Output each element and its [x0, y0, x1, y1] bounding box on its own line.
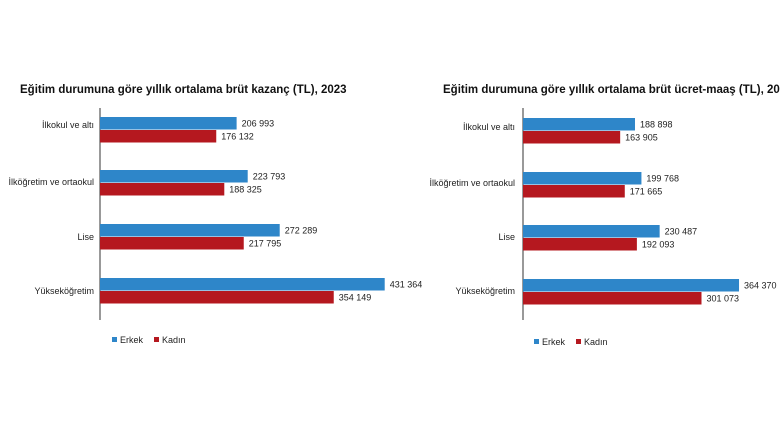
legend-swatch-kadin: [576, 339, 581, 344]
category-label: Yükseköğretim: [34, 286, 94, 296]
category-label: İlkokul ve altı: [42, 120, 94, 130]
data-label: 431 364: [390, 280, 423, 290]
bar-erkek: [523, 172, 642, 185]
bar-kadin: [523, 238, 637, 251]
bar-erkek: [100, 224, 280, 237]
category-label: Yükseköğretim: [455, 286, 515, 296]
legend-label: Kadın: [584, 337, 608, 347]
bar-erkek: [523, 279, 740, 292]
data-label: 188 325: [229, 185, 262, 195]
legend-label: Erkek: [542, 337, 566, 347]
category-label: İlkokul ve altı: [463, 122, 515, 132]
chart-title: Eğitim durumuna göre yıllık ortalama brü…: [20, 84, 347, 96]
legend-swatch-kadin: [154, 337, 159, 342]
category-label: İlköğretim ve ortaokul: [8, 177, 94, 187]
category-label: İlköğretim ve ortaokul: [429, 178, 515, 188]
bar-erkek: [523, 118, 635, 131]
data-label: 176 132: [221, 132, 254, 142]
data-label: 364 370: [744, 281, 777, 291]
bar-kadin: [100, 183, 225, 196]
bar-erkek: [100, 278, 385, 291]
legend-swatch-erkek: [534, 339, 539, 344]
data-label: 163 905: [625, 133, 658, 143]
data-label: 230 487: [665, 227, 698, 237]
legend-label: Kadın: [162, 335, 186, 345]
bar-kadin: [100, 130, 217, 143]
data-label: 171 665: [630, 187, 663, 197]
category-label: Lise: [498, 232, 515, 242]
data-label: 223 793: [253, 172, 286, 182]
bar-kadin: [100, 291, 334, 304]
bar-erkek: [100, 170, 248, 183]
bar-erkek: [523, 225, 660, 238]
data-label: 199 768: [646, 174, 679, 184]
data-label: 188 898: [640, 120, 673, 130]
data-label: 192 093: [642, 240, 675, 250]
bar-kadin: [523, 185, 625, 198]
legend-swatch-erkek: [112, 337, 117, 342]
chart-2: Eğitim durumuna göre yıllık ortalama brü…: [429, 84, 780, 347]
data-label: 206 993: [242, 119, 275, 129]
bar-kadin: [523, 131, 621, 144]
data-label: 354 149: [339, 293, 372, 303]
data-label: 301 073: [706, 294, 739, 304]
legend-label: Erkek: [120, 335, 144, 345]
bar-kadin: [523, 292, 702, 305]
data-label: 217 795: [249, 239, 282, 249]
chart-title: Eğitim durumuna göre yıllık ortalama brü…: [443, 84, 780, 96]
bar-kadin: [100, 237, 244, 250]
category-label: Lise: [77, 232, 94, 242]
bar-erkek: [100, 117, 237, 130]
data-label: 272 289: [285, 226, 318, 236]
chart-1: Eğitim durumuna göre yıllık ortalama brü…: [8, 84, 422, 345]
